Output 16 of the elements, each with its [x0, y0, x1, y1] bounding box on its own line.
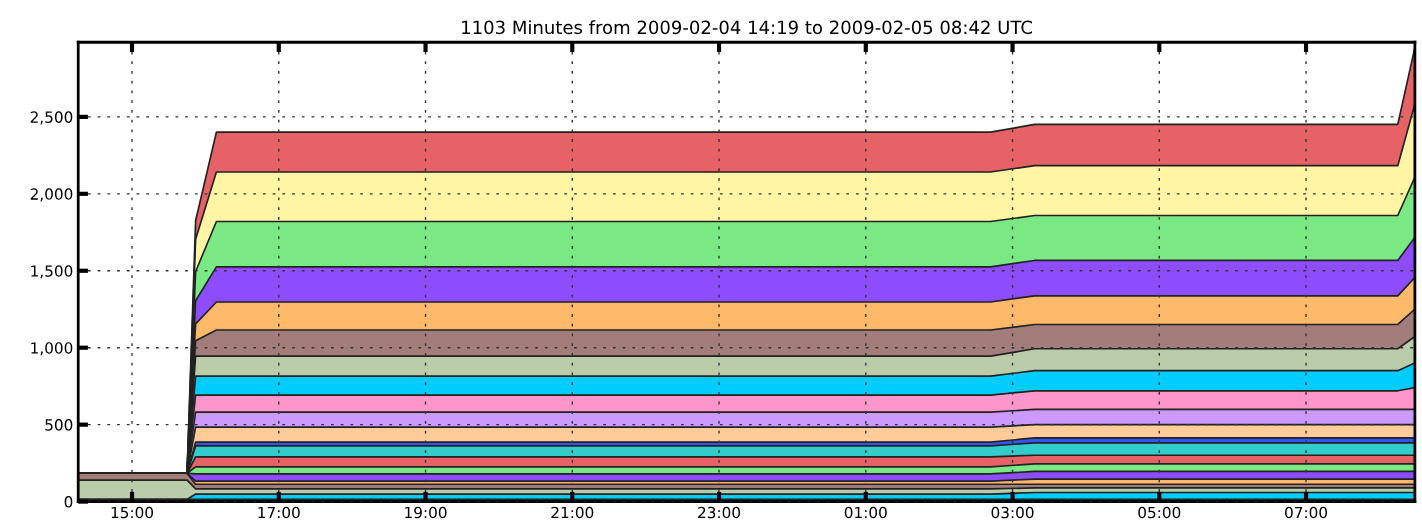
x-tick-label: 01:00: [844, 506, 887, 519]
x-tick-label: 15:00: [111, 506, 154, 519]
x-tick-label: 23:00: [698, 506, 741, 519]
x-tick-label: 05:00: [1138, 506, 1181, 519]
x-tick-label: 03:00: [991, 506, 1034, 519]
y-tick-label: 0: [64, 496, 73, 508]
x-tick-label: 21:00: [551, 506, 594, 519]
y-tick-label: 1,500: [31, 265, 73, 279]
y-tick-label: 1,000: [31, 342, 73, 356]
y-tick-label: 500: [45, 419, 73, 431]
y-tick-label: 2,500: [30, 111, 73, 125]
y-tick-label: 2,000: [30, 188, 73, 202]
chart-title: 1103 Minutes from 2009-02-04 14:19 to 2009-02-05 08:42 UTC: [462, 20, 1032, 35]
x-tick-label: 17:00: [258, 506, 300, 519]
x-tick-label: 07:00: [1285, 506, 1328, 519]
x-tick-label: 19:00: [405, 506, 447, 519]
